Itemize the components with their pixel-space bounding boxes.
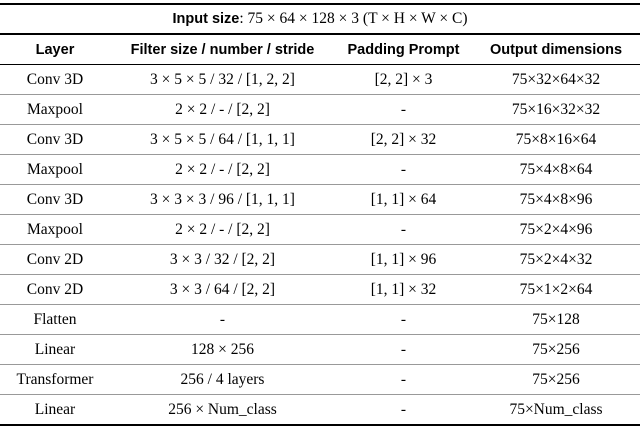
table-cell: [1, 1] × 96: [335, 244, 472, 275]
table-cell: [2, 2] × 32: [335, 124, 472, 155]
table-cell: 75×32×64×32: [472, 64, 640, 95]
table-row: Linear 256 × Num_class -75×Num_class: [0, 394, 640, 426]
table-cell: 3 × 5 × 5 / 64 / [1, 1, 1]: [110, 124, 335, 155]
table-cell: 75×1×2×64: [472, 274, 640, 305]
table-row: Maxpool 2 × 2 / - / [2, 2] -75×16×32×32: [0, 94, 640, 125]
table-cell: 3 × 3 × 3 / 96 / [1, 1, 1]: [110, 184, 335, 215]
table-row: Conv 3D 3 × 5 × 5 / 32 / [1, 2, 2] [2, 2] …: [0, 64, 640, 95]
table-cell: Linear: [0, 394, 110, 426]
table-cell: 75×2×4×32: [472, 244, 640, 275]
caption-label: Input size: [172, 11, 240, 27]
table-row: Maxpool 2 × 2 / - / [2, 2] -75×2×4×96: [0, 214, 640, 245]
table-cell: 256 × Num_class: [110, 394, 335, 426]
table-body: Conv 3D 3 × 5 × 5 / 32 / [1, 2, 2] [2, 2] …: [0, 64, 640, 426]
table-cell: Transformer: [0, 364, 110, 395]
table-cell: 3 × 5 × 5 / 32 / [1, 2, 2]: [110, 64, 335, 95]
table-cell: 3 × 3 / 64 / [2, 2]: [110, 274, 335, 305]
table-cell: 2 × 2 / - / [2, 2]: [110, 214, 335, 245]
table-cell: 128 × 256: [110, 334, 335, 365]
table-cell: Conv 2D: [0, 274, 110, 305]
table-row: Conv 2D 3 × 3 / 32 / [2, 2] [1, 1] × 96 75×…: [0, 244, 640, 275]
table-cell: Conv 2D: [0, 244, 110, 275]
table-cell: [1, 1] × 32: [335, 274, 472, 305]
table-cell: [1, 1] × 64: [335, 184, 472, 215]
table-cell: -: [335, 214, 472, 245]
table-cell: 75×4×8×96: [472, 184, 640, 215]
architecture-table: Input size: 75 × 64 × 128 × 3 (T × H × W…: [0, 3, 640, 426]
table-cell: Maxpool: [0, 94, 110, 125]
table-cell: -: [335, 304, 472, 335]
table-row: Conv 3D 3 × 3 × 3 / 96 / [1, 1, 1] [1, 1] …: [0, 184, 640, 215]
table-cell: 75×256: [472, 364, 640, 395]
table-cell: 75×8×16×64: [472, 124, 640, 155]
table-cell: -: [335, 394, 472, 426]
table-cell: Flatten: [0, 304, 110, 335]
table-cell: 2 × 2 / - / [2, 2]: [110, 154, 335, 185]
table-cell: 75×128: [472, 304, 640, 335]
table-cell: Linear: [0, 334, 110, 365]
table-cell: Maxpool: [0, 154, 110, 185]
table-cell: [2, 2] × 3: [335, 64, 472, 95]
caption-text: : 75 × 64 × 128 × 3 (T × H × W × C): [239, 10, 468, 27]
table-row: Transformer 256 / 4 layers -75×256: [0, 364, 640, 395]
header-cell: Padding Prompt: [335, 34, 472, 65]
table-cell: Conv 3D: [0, 124, 110, 155]
table-cell: 256 / 4 layers: [110, 364, 335, 395]
table-cell: 3 × 3 / 32 / [2, 2]: [110, 244, 335, 275]
table-cell: 75×Num_class: [472, 394, 640, 426]
table-cell: Conv 3D: [0, 64, 110, 95]
table-cell: -: [335, 334, 472, 365]
header-row: Layer Filter size / number / stride Paddin…: [0, 34, 640, 65]
table-cell: 75×2×4×96: [472, 214, 640, 245]
table-cell: Conv 3D: [0, 184, 110, 215]
table-row: Conv 3D 3 × 5 × 5 / 64 / [1, 1, 1] [2, 2] …: [0, 124, 640, 155]
table-row: Maxpool 2 × 2 / - / [2, 2] -75×4×8×64: [0, 154, 640, 185]
table-cell: Maxpool: [0, 214, 110, 245]
table-cell: 75×16×32×32: [472, 94, 640, 125]
table-cell: 75×256: [472, 334, 640, 365]
header-cell: Filter size / number / stride: [110, 34, 335, 65]
table-cell: -: [335, 154, 472, 185]
table-cell: 2 × 2 / - / [2, 2]: [110, 94, 335, 125]
header-cell: Layer: [0, 34, 110, 65]
table-row: Linear 128 × 256-75×256: [0, 334, 640, 365]
table-row: Flatten - -75×128: [0, 304, 640, 335]
caption-row: Input size: 75 × 64 × 128 × 3 (T × H × W…: [0, 3, 640, 35]
table-cell: 75×4×8×64: [472, 154, 640, 185]
table-cell: -: [335, 94, 472, 125]
caption: Input size: 75 × 64 × 128 × 3 (T × H × W…: [0, 3, 640, 35]
table-row: Conv 2D 3 × 3 / 64 / [2, 2] [1, 1] × 32 75×…: [0, 274, 640, 305]
table-cell: -: [110, 304, 335, 335]
table-cell: -: [335, 364, 472, 395]
header-cell: Output dimensions: [472, 34, 640, 65]
